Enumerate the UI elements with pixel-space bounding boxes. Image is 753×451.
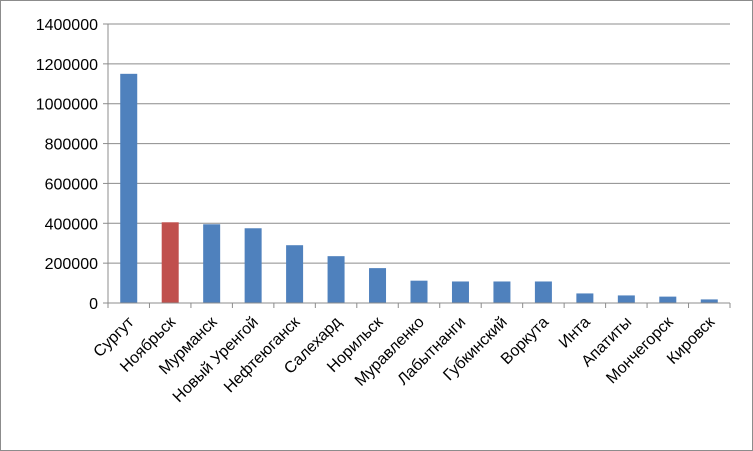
bar [120, 73, 138, 303]
bar [700, 299, 718, 303]
x-tick-label: Кировск [664, 313, 719, 368]
bar [244, 228, 262, 303]
y-tick-label: 1200000 [36, 57, 98, 74]
bar [659, 296, 677, 303]
gridlines [108, 23, 730, 264]
y-tick-label: 600000 [45, 176, 98, 193]
y-tick-label: 200000 [45, 256, 98, 273]
bar [617, 295, 635, 303]
bars [120, 73, 718, 303]
bar [493, 281, 511, 303]
axes [103, 23, 731, 308]
bar [576, 293, 594, 303]
bar [369, 268, 387, 303]
y-tick-label: 800000 [45, 137, 98, 154]
x-tick-label: Инта [556, 314, 594, 352]
bar [451, 281, 469, 303]
bar [410, 280, 428, 303]
bar [203, 224, 221, 303]
bar [534, 281, 552, 303]
bar [327, 256, 345, 303]
y-tick-label: 0 [89, 296, 98, 313]
bar [286, 245, 304, 303]
y-tick-label: 400000 [45, 216, 98, 233]
y-tick-labels: 0 200000 400000 600000 800000 1000000 1200000 1… [36, 17, 98, 313]
y-tick-label: 1400000 [36, 17, 98, 34]
y-tick-label: 1000000 [36, 97, 98, 114]
bar [161, 222, 179, 303]
